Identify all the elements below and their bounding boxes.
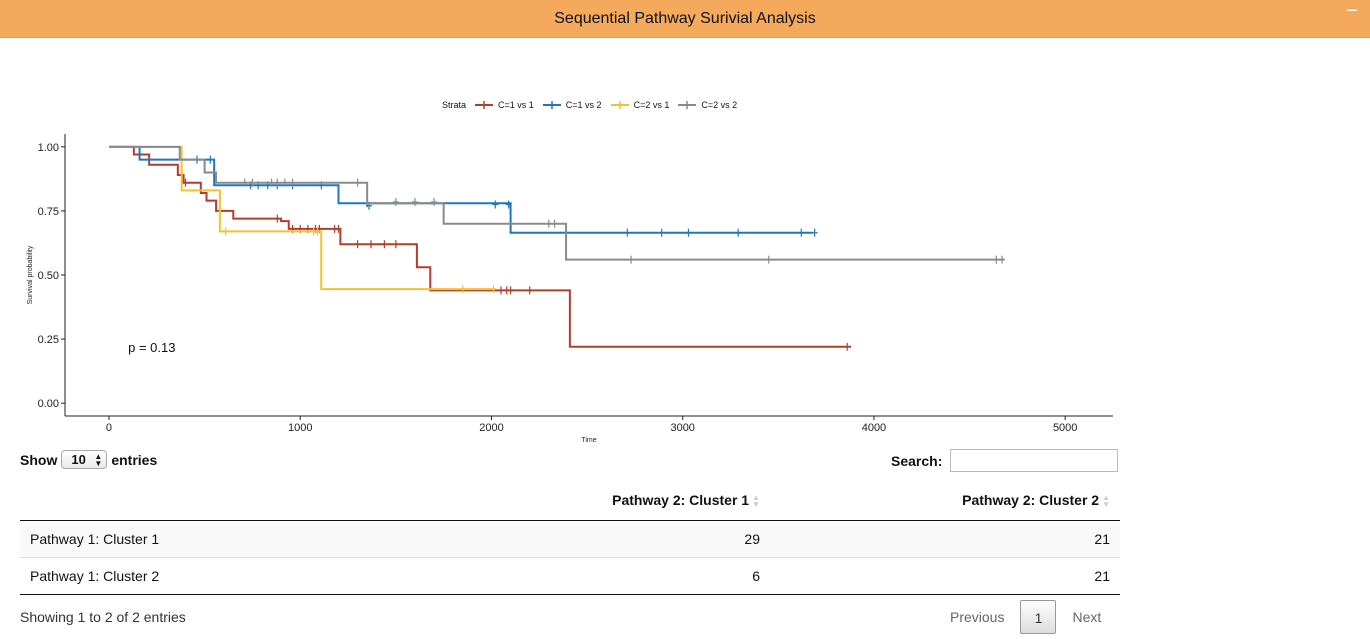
legend-item: C=2 vs 2 (677, 100, 737, 110)
legend-label: C=2 vs 1 (633, 100, 670, 110)
column-header[interactable]: Pathway 2: Cluster 1 ▲ ▼ (420, 480, 770, 521)
survival-plot: 0.00 0.25 0.50 0.75 1.00 0 1000 2000 3000 4000 500… (27, 134, 1113, 444)
sort-icon: ▲ ▼ (752, 493, 760, 510)
y-tick-label: 0.75 (38, 206, 59, 218)
legend-item: C=1 vs 2 (542, 100, 602, 110)
row-label: Pathway 1: Cluster 1 (20, 520, 420, 558)
legend-label: C=2 vs 2 (701, 100, 738, 110)
entries-label: entries (111, 451, 158, 468)
column-header[interactable] (20, 480, 420, 521)
page-length-value: 10 (71, 452, 86, 467)
x-tick-label: 0 (106, 422, 112, 434)
x-tick-label: 2000 (479, 422, 503, 434)
legend-label: C=1 vs 2 (565, 100, 602, 110)
page-length-select[interactable]: 10 ▲ ▼ (61, 450, 108, 469)
results-table: Pathway 2: Cluster 1 ▲ ▼ Pathway 2: Cluste… (20, 480, 1120, 595)
table-cell: 6 (420, 557, 770, 595)
column-header-label: Pathway 2: Cluster 2 (962, 491, 1100, 508)
y-axis-label: Survival probability (27, 245, 34, 304)
show-label: Show (20, 451, 58, 468)
column-header[interactable]: Pathway 2: Cluster 2 ▲ ▼ (770, 480, 1120, 521)
length-control: Show 10 ▲ ▼ entries (20, 450, 157, 469)
search-input[interactable] (950, 449, 1119, 472)
table-header-row: Pathway 2: Cluster 1 ▲ ▼ Pathway 2: Cluste… (20, 480, 1120, 521)
next-button[interactable]: Next (1072, 609, 1102, 625)
legend-title: Strata (442, 100, 467, 110)
collapse-icon[interactable]: − (1346, 0, 1358, 22)
table-cell: 29 (420, 520, 770, 558)
x-tick-label: 1000 (288, 422, 312, 434)
page-1-button[interactable]: 1 (1020, 600, 1057, 634)
y-tick-label: 1.00 (38, 142, 59, 154)
legend-swatch-icon (610, 101, 629, 109)
legend-swatch-icon (678, 101, 697, 109)
pagination: Previous 1 Next (936, 599, 1115, 635)
table-info: Showing 1 to 2 of 2 entries (20, 609, 186, 625)
x-tick-label: 4000 (862, 422, 886, 434)
search-label: Search: (891, 452, 943, 469)
survival-curve (108, 145, 851, 348)
table-row[interactable]: Pathway 1: Cluster 2 6 21 (20, 557, 1120, 595)
legend-item: C=2 vs 1 (610, 100, 670, 110)
survival-curve (108, 145, 496, 291)
y-tick-label: 0.25 (38, 334, 59, 346)
legend-swatch-icon (542, 101, 561, 109)
legend-item: C=1 vs 1 (474, 100, 534, 110)
column-header-label: Pathway 2: Cluster 1 (612, 491, 750, 508)
x-tick-label: 3000 (670, 422, 694, 434)
x-tick-label: 5000 (1053, 422, 1077, 434)
x-axis-label: Time (581, 437, 596, 444)
table-row[interactable]: Pathway 1: Cluster 1 29 21 (20, 520, 1120, 558)
legend-swatch-icon (475, 101, 494, 109)
y-tick-label: 0.00 (38, 398, 59, 410)
search-control: Search: (891, 449, 1119, 472)
previous-button[interactable]: Previous (950, 609, 1005, 625)
y-tick-label: 0.50 (38, 270, 59, 282)
select-arrows-icon: ▲ ▼ (94, 451, 103, 468)
table-cell: 21 (770, 557, 1120, 595)
table-cell: 21 (770, 520, 1120, 558)
survival-curve (108, 145, 1004, 261)
sort-icon: ▲ ▼ (1102, 493, 1110, 510)
row-label: Pathway 1: Cluster 2 (20, 557, 420, 595)
panel-title: Sequential Pathway Surivial Analysis (554, 10, 816, 27)
legend-label: C=1 vs 1 (498, 100, 534, 110)
panel-header: Sequential Pathway Surivial Analysis − (0, 0, 1370, 38)
chart-legend: Strata C=1 vs 1 C=1 vs 2 C=2 vs 1 C=2 vs… (442, 100, 745, 110)
p-value-label: p = 0.13 (128, 340, 175, 355)
